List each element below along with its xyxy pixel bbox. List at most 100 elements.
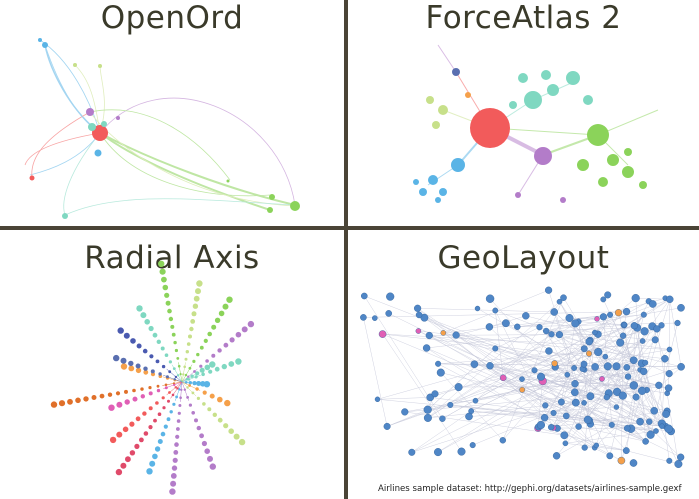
radial-node — [192, 359, 196, 363]
geo-node — [575, 423, 582, 430]
geo-node — [454, 383, 463, 392]
geo-edge — [537, 381, 543, 429]
geo-edge — [377, 399, 662, 427]
geo-node — [653, 325, 661, 333]
geo-edge — [450, 377, 504, 406]
geo-edge — [559, 301, 590, 354]
geo-edge — [489, 339, 656, 366]
geo-node — [465, 412, 473, 421]
radial-node — [196, 425, 201, 431]
geo-edge — [404, 393, 609, 413]
radial-node — [143, 369, 149, 375]
geo-node — [618, 391, 627, 400]
geo-edge — [503, 377, 655, 411]
radial-edge — [181, 381, 190, 401]
geo-edge — [540, 376, 595, 448]
geo-edge — [565, 312, 619, 444]
geo-node — [603, 394, 610, 401]
geo-edge — [411, 410, 472, 453]
geo-edge — [590, 340, 670, 374]
geo-node — [551, 360, 558, 367]
radial-node — [149, 354, 154, 359]
geo-node — [415, 328, 422, 334]
geo-node — [659, 423, 665, 429]
geo-edge — [426, 324, 625, 349]
geo-edge — [525, 315, 599, 335]
geo-node — [571, 379, 579, 388]
geo-node — [571, 319, 580, 328]
radial-node — [194, 418, 198, 423]
geo-node — [603, 362, 612, 371]
geo-node — [560, 294, 567, 301]
radial-node — [221, 363, 227, 370]
geo-edge — [443, 332, 659, 386]
radial-node — [208, 369, 213, 374]
geo-node — [674, 459, 683, 468]
radial-node — [144, 319, 150, 325]
geo-node — [599, 376, 605, 382]
geo-node — [415, 311, 423, 319]
radial-node — [209, 361, 216, 368]
geo-edge — [489, 299, 670, 366]
geo-edge — [553, 396, 591, 414]
radial-node — [122, 426, 129, 433]
radial-node — [157, 412, 162, 416]
radial-node — [157, 439, 163, 444]
geo-node — [616, 338, 625, 347]
geo-edge — [419, 314, 672, 432]
radial-edge — [180, 381, 183, 402]
geo-edge — [563, 297, 623, 396]
geo-node — [571, 398, 580, 407]
radial-node — [247, 320, 255, 328]
geo-node — [431, 390, 439, 398]
geo-edge — [588, 299, 670, 354]
radial-node — [211, 353, 216, 358]
radial-node — [129, 450, 136, 456]
radial-node — [91, 395, 97, 400]
radial-node — [168, 360, 172, 364]
panel-forceatlas: ForceAtlas 2 — [348, 0, 699, 226]
geo-node — [664, 424, 673, 434]
geo-edge — [455, 334, 567, 417]
radial-node — [218, 310, 225, 317]
radial-node — [186, 342, 191, 346]
geo-node — [580, 345, 588, 353]
radial-node — [148, 391, 153, 396]
geo-node — [536, 324, 543, 331]
radial-node — [171, 465, 178, 471]
radial-node — [125, 456, 131, 463]
geo-edge — [551, 334, 682, 367]
geo-node — [425, 331, 433, 340]
radial-node — [130, 338, 136, 344]
geo-node — [492, 307, 499, 314]
geo-edge — [606, 397, 657, 432]
radial-node — [113, 354, 120, 362]
radial-node — [154, 446, 161, 452]
geo-edge — [596, 366, 682, 446]
radial-node — [170, 324, 175, 329]
geo-node — [585, 337, 593, 346]
radial-node — [173, 450, 179, 455]
geo-node — [514, 323, 521, 331]
geo-edge — [608, 385, 634, 394]
geo-node — [452, 331, 460, 339]
geo-node — [630, 322, 638, 330]
radial-node — [189, 326, 194, 332]
radial-node — [228, 428, 234, 434]
panel-openord: OpenOrd — [0, 0, 344, 226]
geo-node — [666, 457, 673, 464]
radial-node — [163, 424, 168, 429]
geo-node — [485, 323, 494, 331]
radial-node — [159, 268, 166, 275]
dataset-caption: Airlines sample dataset: http://gephi.or… — [378, 484, 682, 494]
radial-node — [212, 412, 217, 417]
geo-node — [592, 329, 598, 336]
geo-edge — [578, 321, 585, 349]
geo-node — [547, 423, 555, 431]
geo-edge — [551, 410, 668, 428]
radial-node — [201, 440, 207, 447]
geo-edge — [652, 326, 666, 359]
radial-node — [174, 442, 179, 447]
geo-node — [485, 294, 495, 303]
geo-node — [447, 401, 454, 408]
